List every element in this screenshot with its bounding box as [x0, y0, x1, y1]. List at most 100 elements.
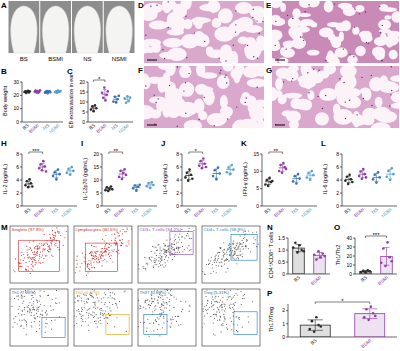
flow-event: [165, 251, 166, 252]
point: [294, 242, 297, 245]
flow-event: [35, 318, 36, 319]
alveolus: [391, 91, 399, 103]
flow-event: [88, 325, 89, 326]
flow-event: [152, 246, 153, 247]
flow-event: [174, 252, 175, 253]
nucleus: [259, 32, 260, 33]
flow-event: [97, 262, 98, 263]
y-tick-label: 15: [79, 89, 85, 95]
y-tick-label: 4: [16, 177, 19, 183]
point: [315, 258, 318, 261]
flow-event: [182, 236, 183, 237]
flow-event: [220, 247, 221, 248]
flow-event: [168, 248, 169, 249]
flow-event: [34, 251, 35, 252]
flow-event: [77, 256, 78, 257]
flow-event: [118, 253, 119, 254]
flow-event: [105, 244, 106, 245]
flow-event: [80, 266, 81, 267]
flow-event: [94, 267, 95, 268]
flow-event: [215, 255, 216, 256]
error-cap: [296, 244, 302, 245]
flow-event: [76, 316, 77, 317]
x-tick-label: NSMI: [380, 207, 392, 219]
flow-event: [108, 289, 109, 290]
point: [362, 270, 365, 273]
nucleus: [359, 13, 360, 14]
flow-event: [36, 252, 37, 253]
alveolus: [290, 98, 302, 109]
nucleus: [308, 4, 309, 5]
flow-event: [161, 256, 162, 257]
flow-event: [163, 267, 164, 268]
flow-event: [100, 256, 101, 257]
flow-event: [239, 254, 240, 255]
flow-event: [221, 262, 222, 263]
scale-bar: [147, 60, 157, 61]
error-stem: [28, 181, 29, 187]
flow-event: [101, 258, 102, 259]
y-tick: [286, 337, 288, 338]
flow-event: [37, 248, 38, 249]
flow-event: [21, 266, 22, 267]
point: [191, 177, 194, 180]
flow-event: [41, 257, 42, 258]
mean-line: [35, 91, 41, 92]
flow-event: [169, 299, 170, 300]
nucleus: [283, 81, 284, 82]
flow-event: [158, 257, 159, 258]
nucleus: [379, 6, 380, 7]
flow-event: [14, 322, 15, 323]
flow-event: [126, 227, 127, 228]
flow-event: [161, 259, 162, 260]
flow-event: [50, 238, 51, 239]
flow-event: [81, 316, 82, 317]
error-cap: [134, 189, 138, 190]
flow-event: [155, 264, 156, 265]
point: [267, 185, 270, 188]
flow-event: [64, 237, 65, 238]
point: [390, 167, 393, 170]
flow-event: [226, 324, 227, 325]
error-stem: [268, 179, 269, 185]
flow-event: [164, 303, 165, 304]
x-tick-label: BS: [310, 338, 318, 346]
flow-event: [87, 265, 88, 266]
flow-event: [161, 256, 162, 257]
flow-event: [110, 295, 111, 296]
flow-event: [87, 310, 88, 311]
nucleus: [380, 32, 381, 33]
flow-event: [27, 311, 28, 312]
flow-event: [103, 314, 104, 315]
flow-event: [92, 311, 93, 312]
alveolus: [382, 7, 397, 12]
flow-event: [169, 305, 170, 306]
flow-event: [149, 323, 150, 324]
flow-event: [156, 259, 157, 260]
flow-event: [256, 231, 257, 232]
flow-event: [216, 272, 217, 273]
flow-event: [172, 259, 173, 260]
alveolus: [170, 16, 186, 33]
flow-event: [35, 254, 36, 255]
point: [319, 325, 322, 328]
point: [375, 181, 378, 184]
flow-event: [149, 257, 150, 258]
flow-event: [82, 321, 83, 322]
flow-event: [81, 298, 82, 299]
flow-event: [54, 244, 55, 245]
flow-event: [109, 256, 110, 257]
flow-event: [155, 260, 156, 261]
flow-event: [174, 249, 175, 250]
error-cap: [26, 92, 29, 93]
flow-event: [91, 255, 92, 256]
flow-event: [90, 252, 91, 253]
flow-event: [92, 255, 93, 256]
gate-label: Lymphocytes (60.5%): [76, 227, 119, 232]
flow-event: [162, 299, 163, 300]
flow-event: [231, 256, 232, 257]
flow-event: [81, 325, 82, 326]
flow-event: [46, 255, 47, 256]
flow-event: [149, 259, 150, 260]
x-tick-label: NS: [131, 207, 139, 215]
